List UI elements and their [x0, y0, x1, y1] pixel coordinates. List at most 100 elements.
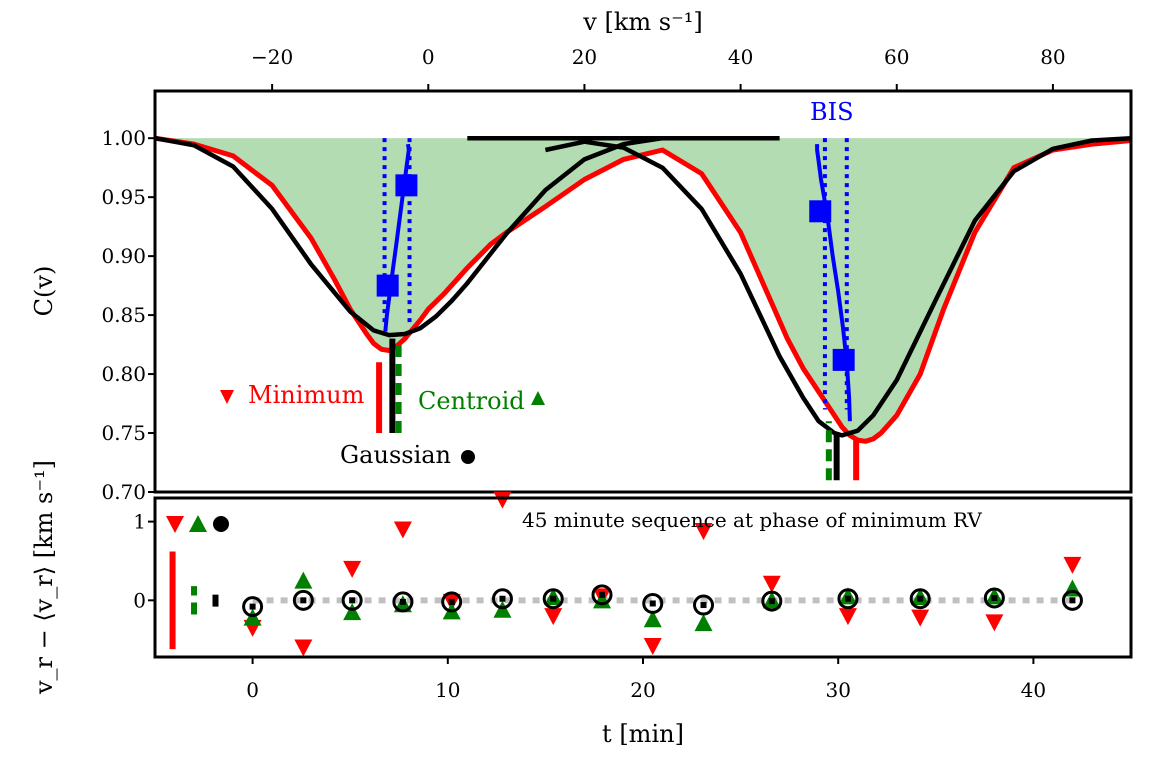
gaussian-point-center: [700, 602, 707, 609]
bisector-marker-5-0: [832, 348, 855, 371]
gaussian-point-center: [399, 598, 406, 605]
gaussian-point: [441, 591, 463, 613]
centroid-point: [493, 600, 512, 618]
bottom-ytick-label: 1: [133, 510, 146, 534]
top-ytick-label: 0.70: [101, 480, 146, 504]
bisector-marker-4-0: [376, 274, 399, 297]
gaussian-point-center: [768, 598, 775, 605]
bottom-series-group: [166, 491, 1083, 657]
annotation-bis: BIS: [810, 98, 854, 126]
bisector-marker-4-1: [395, 174, 418, 197]
top-xtick-label: 40: [728, 45, 753, 69]
bottom-panel: 0 10 20 30 40 01 45 minute sequence at phase…: [30, 460, 1133, 748]
gaussian-point-center: [991, 594, 998, 601]
top-xtick-label: 80: [1040, 45, 1065, 69]
top-y-axis-label: C(v): [30, 266, 58, 317]
gaussian-point-center: [844, 595, 851, 602]
legend-marker-2: [213, 516, 229, 532]
gaussian-point: [341, 589, 363, 611]
minimum-point: [393, 521, 412, 539]
top-ytick-label: 0.95: [101, 185, 146, 209]
minimum-point: [762, 575, 781, 593]
minimum-point: [1063, 556, 1082, 574]
bottom-y-ticks: 01: [133, 510, 155, 612]
bottom-y-axis-label: v_r − ⟨v_r⟩ [km s⁻¹]: [30, 460, 58, 695]
centroid-point: [343, 603, 362, 621]
gaussian-legend-marker: [461, 450, 475, 464]
annotation-centroid: Centroid: [418, 387, 525, 415]
top-ytick-label: 1.00: [101, 126, 146, 150]
gaussian-point: [837, 588, 859, 610]
minimum-point: [294, 639, 313, 657]
minimum-point: [343, 560, 362, 578]
gaussian-point: [983, 587, 1005, 609]
gaussian-point: [542, 588, 564, 610]
centroid-legend-marker: [531, 391, 545, 405]
bottom-xtick-label: 40: [1021, 678, 1046, 702]
gaussian-point: [642, 592, 664, 614]
gaussian-fit-line-1: [154, 135, 663, 338]
gaussian-point-center: [1069, 597, 1076, 604]
bottom-xtick-label: 0: [246, 678, 259, 702]
top-xtick-label: −20: [251, 45, 293, 69]
gaussian-point-center: [249, 603, 256, 610]
minimum-point: [493, 491, 512, 509]
gaussian-point-center: [917, 595, 924, 602]
gaussian-point: [761, 590, 783, 612]
top-xtick-label: 0: [422, 45, 435, 69]
top-y-ticks: 0.70 0.75 0.80 0.85 0.90 0.95 1.00: [101, 126, 155, 504]
minimum-point: [694, 523, 713, 541]
minimum-point: [643, 637, 662, 655]
gaussian-point: [292, 589, 314, 611]
top-xtick-label: 60: [884, 45, 909, 69]
bottom-xtick-label: 30: [825, 678, 850, 702]
bottom-xtick-label: 10: [435, 678, 460, 702]
gaussian-point: [909, 588, 931, 610]
gaussian-point-center: [550, 595, 557, 602]
top-x-axis-label: v [km s⁻¹]: [582, 8, 702, 36]
legend-marker-1: [189, 515, 207, 532]
legend-marker-0: [166, 516, 184, 533]
gaussian-point: [242, 596, 264, 618]
top-ytick-label: 0.80: [101, 362, 146, 386]
top-ytick-label: 0.90: [101, 244, 146, 268]
minimum-legend-marker: [220, 390, 234, 404]
top-series-group: [154, 135, 1132, 444]
top-indicator-bars: [376, 338, 860, 481]
bottom-ytick-label: 0: [133, 588, 146, 612]
top-ytick-label: 0.85: [101, 303, 146, 327]
top-annotations: BIS Minimum Centroid Gaussian: [220, 98, 854, 469]
top-plot-frame: [153, 89, 1133, 494]
minimum-point: [911, 609, 930, 627]
annotation-gaussian: Gaussian: [340, 441, 451, 469]
gaussian-point: [1061, 589, 1083, 611]
bottom-x-axis-label: t [min]: [602, 720, 684, 748]
gaussian-point: [392, 591, 414, 613]
annotation-minimum: Minimum: [248, 381, 365, 409]
bottom-title: 45 minute sequence at phase of minimum R…: [522, 508, 982, 532]
gaussian-point-center: [300, 597, 307, 604]
centroid-point: [294, 571, 313, 589]
gaussian-point-center: [499, 595, 506, 602]
centroid-point: [694, 614, 713, 632]
centroid-point: [243, 608, 262, 626]
gaussian-point: [693, 594, 715, 616]
bottom-x-ticks: 0 10 20 30 40: [246, 657, 1046, 702]
top-xtick-label: 20: [572, 45, 597, 69]
top-x-ticks: −20 0 20 40 60 80: [251, 45, 1066, 91]
observed-profile-line: [154, 135, 1132, 444]
gaussian-point: [491, 588, 513, 610]
top-ytick-label: 0.75: [101, 421, 146, 445]
gaussian-point-center: [599, 591, 606, 598]
bisector-marker-5-1: [809, 200, 832, 223]
centroid-point: [643, 610, 662, 628]
minimum-point: [985, 614, 1004, 632]
gaussian-point-center: [349, 597, 356, 604]
gaussian-point-center: [649, 600, 656, 607]
minimum-point: [838, 608, 857, 626]
gaussian-point-center: [448, 598, 455, 605]
bottom-xtick-label: 20: [630, 678, 655, 702]
gaussian-point: [591, 584, 613, 606]
